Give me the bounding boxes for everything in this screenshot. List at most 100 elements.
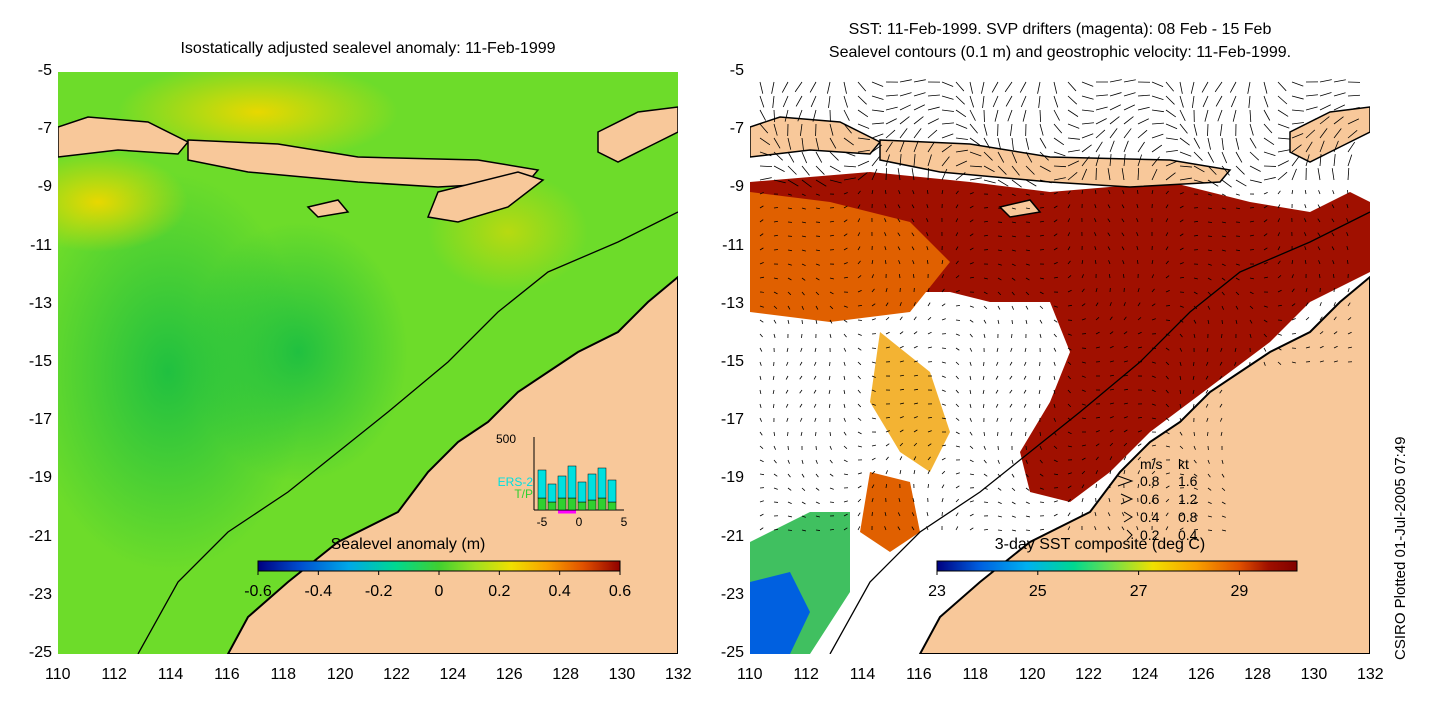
velocity-vector	[1221, 319, 1223, 325]
velocity-vector	[1025, 431, 1027, 437]
velocity-vector	[1179, 361, 1182, 366]
velocity-vector	[857, 81, 867, 92]
velocity-vector	[983, 179, 996, 184]
velocity-vector	[1205, 389, 1209, 394]
velocity-vector	[1121, 246, 1125, 251]
velocity-vector	[857, 190, 861, 195]
velocity-vector	[1136, 218, 1139, 223]
velocity-vector	[1109, 402, 1114, 405]
velocity-vector	[969, 527, 974, 531]
velocity-vector	[857, 232, 861, 237]
velocity-vector	[815, 459, 818, 464]
velocity-vector	[759, 305, 764, 308]
velocity-vector	[1067, 375, 1071, 380]
velocity-vector	[1107, 512, 1111, 517]
velocity-vector	[857, 218, 861, 223]
velocity-vector	[899, 154, 902, 167]
velocity-vector	[1151, 288, 1155, 293]
velocity-vector	[1263, 361, 1266, 366]
velocity-vector	[1067, 246, 1071, 251]
velocity-vector	[991, 81, 999, 93]
velocity-vector	[1319, 104, 1331, 111]
velocity-vector	[955, 123, 968, 129]
velocity-vector	[955, 218, 959, 223]
velocity-vector	[1219, 403, 1223, 408]
velocity-vector	[1277, 260, 1281, 265]
velocity-vector	[759, 247, 764, 251]
velocity-vector	[913, 416, 918, 419]
velocity-vector	[1038, 95, 1041, 108]
velocity-vector	[871, 190, 874, 195]
velocity-vector	[1179, 247, 1184, 251]
velocity-vector	[871, 303, 876, 307]
velocity-vector	[1263, 137, 1275, 145]
velocity-vector	[1193, 179, 1206, 184]
colorbar-gradient	[936, 560, 1298, 572]
velocity-vector	[1095, 129, 1106, 139]
velocity-vector	[787, 179, 799, 187]
x-tick-label: 126	[495, 666, 523, 683]
velocity-vector	[955, 526, 959, 531]
velocity-vector	[773, 151, 783, 161]
velocity-vector	[1347, 94, 1361, 97]
velocity-vector	[1207, 193, 1212, 196]
velocity-vector	[1053, 192, 1058, 195]
velocity-vector	[955, 204, 959, 209]
histogram-bar-tp	[587, 499, 597, 511]
velocity-vector	[1221, 473, 1225, 478]
velocity-vector	[1179, 177, 1192, 181]
velocity-vector	[1053, 137, 1065, 146]
velocity-vector	[1109, 140, 1115, 153]
velocity-vector	[801, 165, 810, 176]
velocity-vector	[1179, 473, 1184, 476]
velocity-vector	[1067, 95, 1078, 105]
velocity-vector	[1319, 302, 1322, 307]
velocity-vector	[843, 177, 856, 181]
velocity-vector	[1007, 109, 1013, 122]
plot-credit: CSIRO Plotted 01-Jul-2005 07:49	[1392, 436, 1409, 660]
timor-island	[426, 171, 545, 223]
velocity-vector	[1277, 149, 1290, 153]
x-tick-label: 130	[608, 666, 636, 683]
velocity-vector	[1025, 151, 1033, 163]
velocity-vector	[927, 302, 931, 307]
velocity-vector	[843, 527, 848, 531]
velocity-vector	[1193, 473, 1198, 477]
velocity-vector	[1121, 218, 1125, 223]
velocity-vector	[1109, 442, 1114, 447]
velocity-vector	[843, 445, 848, 450]
velocity-vector	[1193, 123, 1198, 136]
velocity-vector	[913, 104, 925, 111]
velocity-vector	[1067, 333, 1072, 336]
velocity-vector	[983, 165, 995, 173]
velocity-vector	[1333, 92, 1346, 97]
velocity-vector	[815, 305, 819, 310]
velocity-vector	[885, 154, 890, 167]
velocity-vector	[1179, 109, 1186, 121]
velocity-vector	[1207, 263, 1212, 266]
velocity-vector	[815, 165, 825, 175]
velocity-vector	[828, 403, 831, 409]
velocity-vector	[1165, 361, 1170, 366]
velocity-vector	[1095, 456, 1099, 461]
velocity-vector	[1179, 137, 1190, 146]
velocity-vector	[1107, 218, 1111, 223]
velocity-vector	[997, 193, 1002, 196]
velocity-vector	[759, 333, 763, 338]
velocity-vector	[857, 417, 862, 421]
velocity-vector	[1235, 151, 1243, 163]
velocity-vector	[759, 403, 762, 408]
velocity-vector	[969, 123, 978, 134]
velocity-vector	[1025, 473, 1029, 478]
velocity-vector	[1094, 259, 1097, 265]
velocity-vector	[927, 141, 935, 153]
y-tick-label: -9	[729, 178, 744, 196]
velocity-vector	[926, 512, 929, 517]
velocity-vector	[1263, 205, 1268, 209]
velocity-vector	[787, 137, 792, 150]
velocity-vector	[773, 165, 785, 172]
velocity-vector	[1121, 232, 1125, 237]
velocity-vector	[1207, 207, 1213, 210]
velocity-vector	[857, 319, 863, 321]
velocity-vector	[773, 528, 779, 531]
